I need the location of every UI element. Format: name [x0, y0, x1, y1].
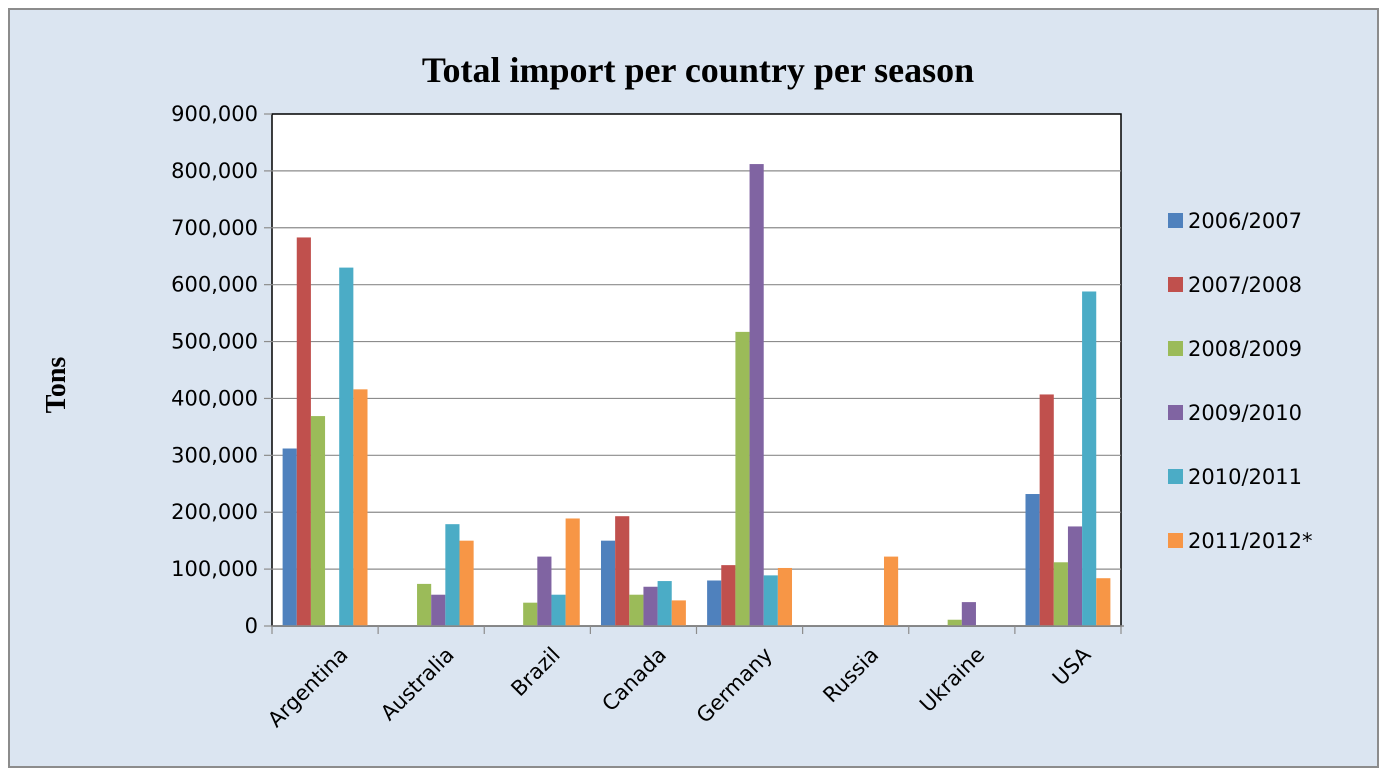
- bar: [296, 237, 311, 626]
- bar: [671, 600, 686, 626]
- bar: [629, 594, 644, 626]
- y-tick-label: 600,000: [171, 273, 258, 297]
- bar: [523, 602, 538, 626]
- bar: [749, 164, 764, 626]
- y-tick-label: 300,000: [171, 443, 258, 467]
- y-tick-label: 700,000: [171, 216, 258, 240]
- legend-swatch: [1168, 405, 1183, 420]
- axes: [264, 113, 1124, 634]
- y-tick-label: 100,000: [171, 557, 258, 581]
- chart-frame: Total import per country per season Tons…: [8, 8, 1379, 768]
- legend-swatch: [1168, 277, 1183, 292]
- bar: [282, 448, 297, 626]
- y-tick-label: 800,000: [171, 159, 258, 183]
- x-tick-label: Germany: [692, 643, 777, 728]
- legend-swatch: [1168, 469, 1183, 484]
- x-tick-labels: Argentina Australia Brazil Canada Germany Rus…: [263, 642, 1096, 732]
- chart-title: Total import per country per season: [422, 50, 974, 90]
- bar: [1096, 578, 1111, 626]
- bars: [282, 164, 1111, 626]
- plot-area: [271, 113, 1122, 627]
- legend-label: 2006/2007: [1188, 209, 1302, 233]
- bar: [883, 556, 899, 626]
- legend: 2006/2007 2007/2008 2008/2009 2009/2010 2010…: [1168, 209, 1312, 553]
- bar: [537, 556, 552, 626]
- bar: [459, 540, 474, 626]
- bar: [777, 567, 793, 626]
- y-tick-label: 400,000: [171, 386, 258, 410]
- bar: [707, 580, 722, 626]
- y-axis-label: Tons: [41, 357, 72, 414]
- legend-label: 2009/2010: [1188, 401, 1302, 425]
- bar: [551, 594, 566, 626]
- bar: [1025, 494, 1040, 626]
- legend-label: 2011/2012*: [1188, 529, 1312, 553]
- legend-swatch: [1168, 213, 1183, 228]
- x-tick-label: Ukraine: [915, 643, 989, 717]
- legend-swatch: [1168, 533, 1183, 548]
- bar: [310, 416, 326, 626]
- x-tick-label: Australia: [376, 643, 459, 726]
- bar: [445, 524, 460, 626]
- bar: [643, 586, 658, 626]
- x-tick-label: USA: [1048, 642, 1096, 690]
- bar: [431, 594, 446, 626]
- bar: [600, 540, 616, 626]
- bar: [721, 565, 736, 626]
- bar: [947, 619, 962, 626]
- bar: [1082, 291, 1097, 626]
- bar: [1067, 526, 1083, 626]
- bar: [615, 516, 630, 626]
- legend-swatch: [1168, 341, 1183, 356]
- y-tick-label: 200,000: [171, 500, 258, 524]
- bar-chart: Total import per country per season Tons…: [41, 50, 1312, 732]
- legend-label: 2007/2008: [1188, 273, 1302, 297]
- y-tick-label: 900,000: [171, 102, 258, 126]
- bar: [735, 331, 750, 626]
- y-tick-labels: 0 100,000 200,000 300,000 400,000 500,000 600,…: [171, 102, 258, 638]
- x-tick-label: Canada: [597, 643, 670, 716]
- bar: [657, 581, 672, 626]
- bar: [763, 575, 778, 626]
- bar: [565, 518, 580, 626]
- bar: [353, 389, 368, 626]
- bar: [1039, 394, 1054, 626]
- bar: [339, 267, 354, 626]
- y-tick-label: 0: [245, 614, 258, 638]
- bar: [417, 583, 432, 626]
- y-tick-label: 500,000: [171, 330, 258, 354]
- legend-label: 2008/2009: [1188, 337, 1302, 361]
- bar: [1053, 562, 1068, 626]
- x-tick-label: Brazil: [506, 643, 564, 701]
- bar: [961, 602, 976, 626]
- legend-label: 2010/2011: [1188, 465, 1302, 489]
- x-tick-label: Russia: [818, 643, 883, 708]
- x-tick-label: Argentina: [263, 643, 352, 732]
- gridlines: [272, 170, 1121, 570]
